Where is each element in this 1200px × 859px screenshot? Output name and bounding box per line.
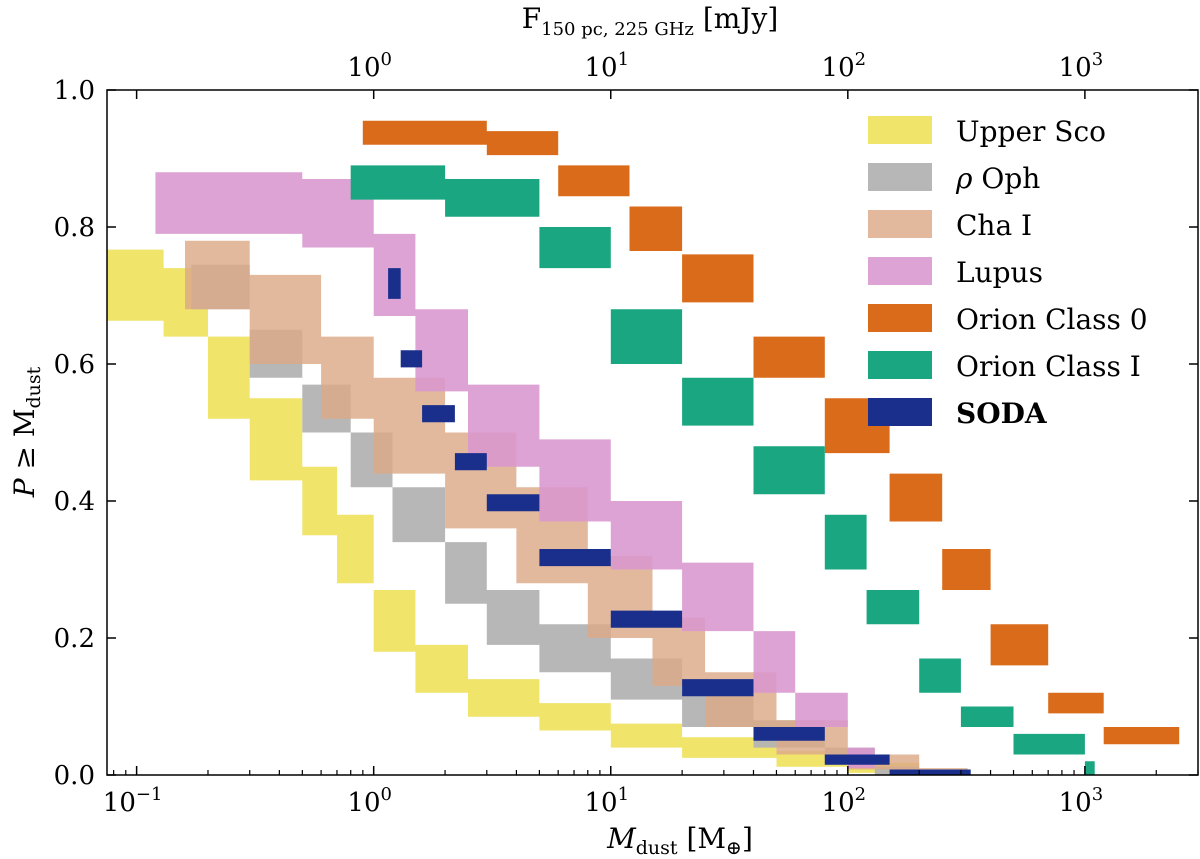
legend-swatch-lupus	[868, 257, 932, 285]
series-band-orion-class-0	[362, 120, 1180, 775]
top-tick-label: 102	[822, 49, 867, 83]
x-tick-label: 100	[347, 784, 392, 818]
y-tick-label: 1.0	[54, 76, 95, 106]
series-layer	[107, 120, 1180, 775]
legend-label-orion-class-i: Orion Class I	[956, 350, 1141, 383]
plot-frame	[106, 89, 1199, 776]
legend-swatch-orion-class-i	[868, 351, 932, 379]
x-tick-label: 102	[822, 784, 867, 818]
legend-label-oph: ρ Oph	[955, 162, 1040, 195]
legend-swatch-cha-i	[868, 210, 932, 238]
series-band-lupus	[155, 172, 875, 775]
top-tick-label: 103	[1059, 49, 1104, 83]
legend-label-cha-i: Cha I	[956, 209, 1032, 242]
series-band-orion-class-i	[350, 165, 1095, 775]
y-tick-label: 0.6	[54, 350, 95, 380]
legend-label-lupus: Lupus	[956, 256, 1043, 289]
legend-swatch-oph	[868, 163, 932, 191]
y-tick-label: 0.0	[54, 761, 95, 791]
y-tick-label: 0.8	[54, 213, 95, 243]
legend-swatch-soda	[868, 398, 932, 426]
y-axis-title-group: P ≥ Mdust	[8, 366, 45, 498]
x-tick-label: 103	[1059, 784, 1104, 818]
top-tick-label: 100	[347, 49, 392, 83]
top-tick-label: 101	[584, 49, 629, 83]
legend-swatch-orion-class-0	[868, 304, 932, 332]
y-axis-title: P ≥ Mdust	[8, 366, 45, 498]
x-tick-label: 101	[584, 784, 629, 818]
x-tick-label: 10−1	[103, 784, 163, 818]
y-tick-label: 0.4	[54, 487, 95, 517]
legend-label-upper-sco: Upper Sco	[956, 115, 1106, 148]
top-axis-title: F150 pc, 225 GHz [mJy]	[522, 2, 779, 40]
axes-layer: 10−1 100 101 102 103 100 101 102 103 0.0 0.2 0.4 0.6…	[8, 2, 1199, 859]
legend-label-soda: SODA	[956, 397, 1048, 430]
legend-label-orion-class-0: Orion Class 0	[956, 303, 1148, 336]
y-tick-label: 0.2	[54, 624, 95, 654]
x-axis-title: Mdust [M⊕]	[606, 822, 753, 859]
legend-swatch-upper-sco	[868, 116, 932, 144]
legend: Upper Sco ρ Oph Cha I Lupus Orion Class 0 Ori…	[868, 115, 1148, 430]
